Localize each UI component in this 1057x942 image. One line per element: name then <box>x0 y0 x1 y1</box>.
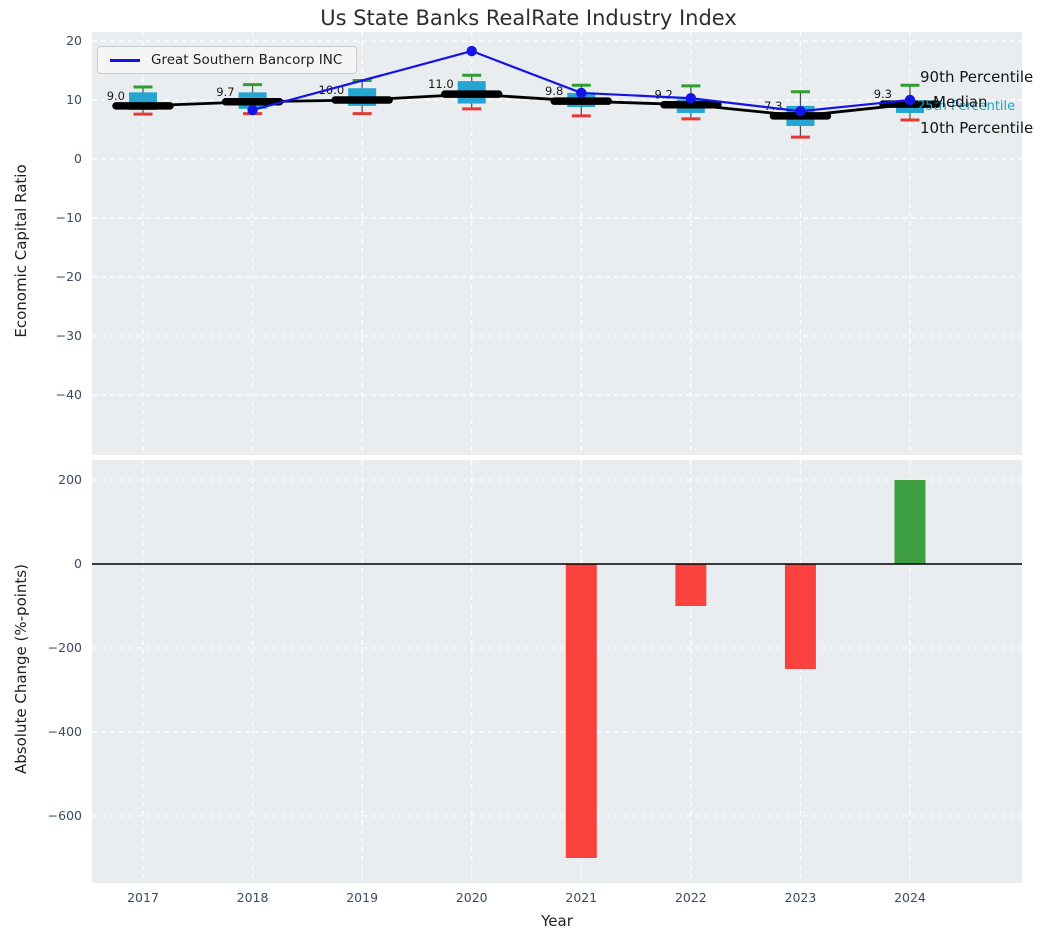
company-point <box>466 45 477 57</box>
bottom-y-axis-label: Absolute Change (%-points) <box>12 564 30 774</box>
annotation-median: Median <box>933 93 988 111</box>
company-point <box>904 94 916 106</box>
chart-title: Us State Banks RealRate Industry Index <box>320 6 737 30</box>
legend-line-sample <box>110 58 140 62</box>
annotation-25th-percentile: 25th Percentile <box>917 99 1016 114</box>
bottom-y-tick: 0 <box>74 556 82 571</box>
company-point <box>247 104 258 116</box>
top-y-tick: 10 <box>66 92 82 107</box>
x-tick-2022: 2022 <box>674 890 707 905</box>
annotation-10th-percentile: 10th Percentile <box>920 119 1034 137</box>
company-point <box>685 93 697 104</box>
median-value-label: 9.3 <box>874 87 892 101</box>
median-value-label: 9.0 <box>107 89 125 103</box>
x-tick-2019: 2019 <box>346 890 379 905</box>
x-tick-2017: 2017 <box>127 890 159 905</box>
change-bar-positive <box>894 480 926 564</box>
top-y-tick: −10 <box>55 210 82 225</box>
top-y-tick: 0 <box>74 151 82 166</box>
bottom-y-tick: 200 <box>58 472 82 487</box>
legend[interactable]: Great Southern Bancorp INC <box>97 46 358 74</box>
bottom-y-tick: −400 <box>47 724 82 739</box>
top-y-tick: −30 <box>55 328 82 343</box>
x-tick-2018: 2018 <box>236 890 269 905</box>
bottom-plot-area <box>92 460 1022 883</box>
company-line <box>252 49 911 113</box>
iqr-box <box>895 102 924 113</box>
box-line-chart-svg: 9.0 9.7 10.0 11.0 9.8 9.2 7.3 9.3 <box>92 32 1022 455</box>
x-tick-2020: 2020 <box>455 890 488 905</box>
legend-label: Great Southern Bancorp INC <box>151 52 343 68</box>
change-bar-negative <box>675 564 707 606</box>
median-value-label: 11.0 <box>428 77 454 91</box>
change-bar-negative <box>784 564 816 669</box>
change-bar-negative <box>565 564 597 858</box>
median-value-label: 9.2 <box>655 88 673 102</box>
bottom-y-tick: −200 <box>47 640 82 655</box>
top-y-tick: −20 <box>55 269 82 284</box>
company-point <box>795 106 806 117</box>
company-point <box>576 87 587 99</box>
x-tick-2021: 2021 <box>565 890 598 905</box>
bottom-y-tick: −600 <box>47 808 82 823</box>
median-value-label: 9.7 <box>216 85 234 99</box>
x-tick-2024: 2024 <box>894 890 926 905</box>
median-value-label: 7.3 <box>764 99 782 113</box>
top-y-axis-label: Economic Capital Ratio <box>12 164 30 338</box>
top-y-tick: 20 <box>66 33 82 48</box>
x-axis-label: Year <box>541 912 573 930</box>
median-value-label: 9.8 <box>545 84 563 98</box>
top-plot-area: 9.0 9.7 10.0 11.0 9.8 9.2 7.3 9.3 Great Souther… <box>92 32 1022 455</box>
median-value-label: 10.0 <box>319 83 345 97</box>
annotation-90th-percentile: 90th Percentile <box>920 68 1034 86</box>
bar-chart-svg <box>92 460 1022 883</box>
top-y-tick: −40 <box>55 387 82 402</box>
x-tick-2023: 2023 <box>784 890 817 905</box>
